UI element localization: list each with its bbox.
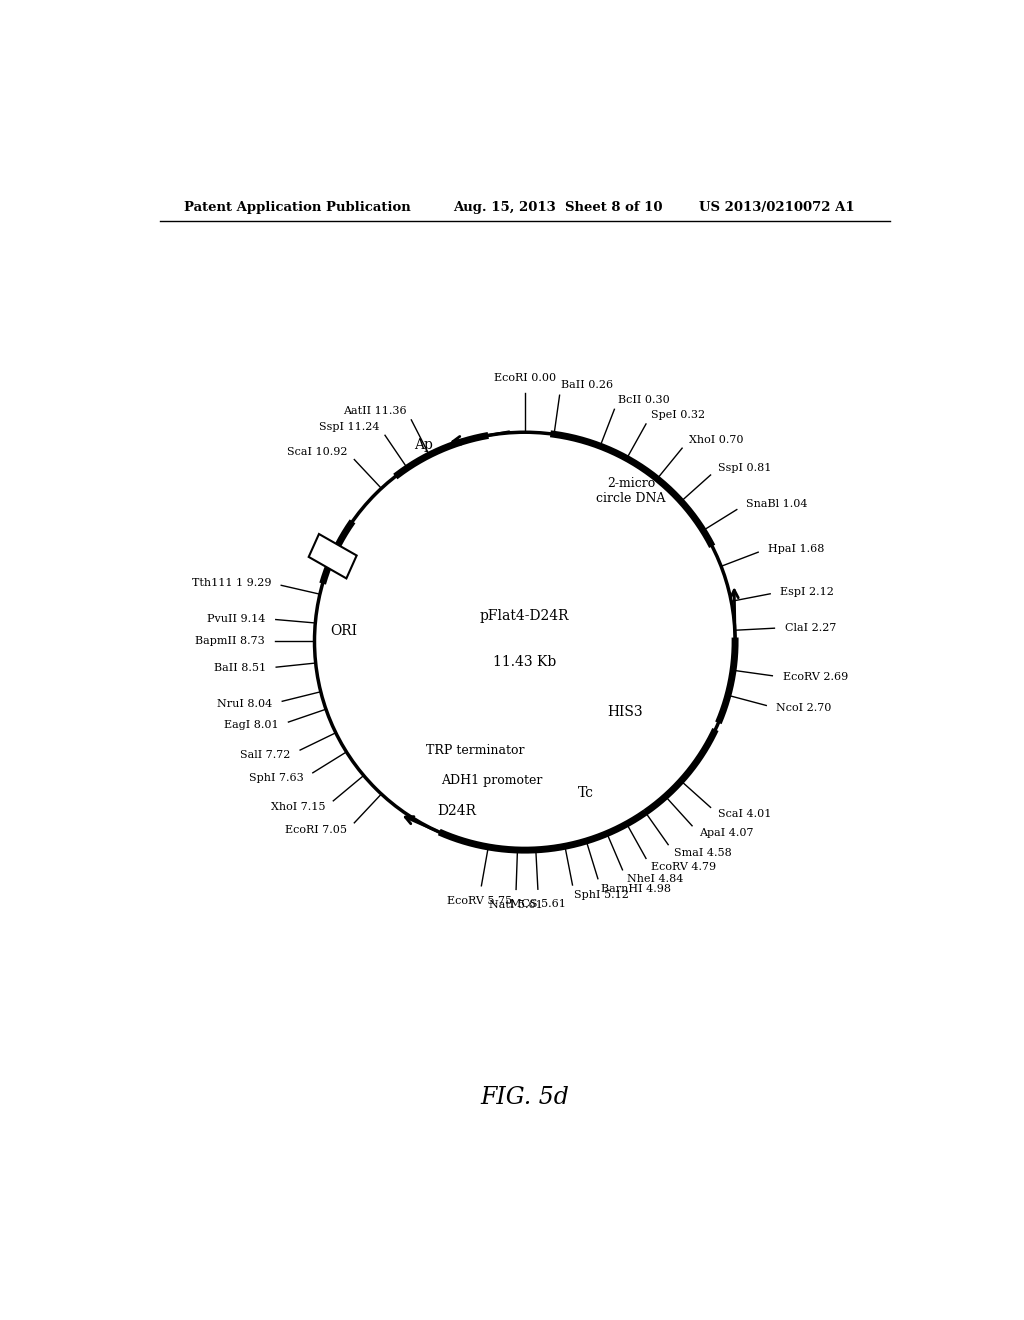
Text: 11.43 Kb: 11.43 Kb	[494, 655, 556, 668]
Text: BapmII 8.73: BapmII 8.73	[195, 636, 264, 647]
Text: NruI 8.04: NruI 8.04	[217, 698, 272, 709]
Text: EcoRV 4.79: EcoRV 4.79	[651, 862, 716, 873]
Polygon shape	[308, 535, 356, 578]
Text: EagI 8.01: EagI 8.01	[224, 721, 279, 730]
Text: Patent Application Publication: Patent Application Publication	[183, 201, 411, 214]
Text: EcoRI 0.00: EcoRI 0.00	[494, 372, 556, 383]
Text: BaII 0.26: BaII 0.26	[561, 380, 613, 391]
Text: SspI 0.81: SspI 0.81	[718, 463, 772, 473]
Text: Tth111 1 9.29: Tth111 1 9.29	[191, 578, 271, 587]
Text: XhoI 7.15: XhoI 7.15	[271, 803, 326, 812]
Text: SmaI 4.58: SmaI 4.58	[674, 847, 732, 858]
Text: HpaI 1.68: HpaI 1.68	[768, 544, 824, 553]
Text: Aug. 15, 2013  Sheet 8 of 10: Aug. 15, 2013 Sheet 8 of 10	[454, 201, 663, 214]
Text: ScaI 10.92: ScaI 10.92	[287, 447, 347, 457]
Text: SpeI 0.32: SpeI 0.32	[651, 411, 706, 420]
Text: NheI 4.84: NheI 4.84	[627, 874, 683, 884]
Text: ORI: ORI	[331, 624, 357, 638]
Text: BaII 8.51: BaII 8.51	[214, 663, 266, 673]
Text: SalI 7.72: SalI 7.72	[241, 750, 291, 759]
Text: BcII 0.30: BcII 0.30	[618, 395, 670, 405]
Text: SspI 11.24: SspI 11.24	[318, 422, 379, 432]
Text: HIS3: HIS3	[608, 705, 643, 719]
Text: ClaI 2.27: ClaI 2.27	[784, 623, 837, 632]
Text: NatI 5.61: NatI 5.61	[488, 900, 543, 909]
Text: SphI 7.63: SphI 7.63	[249, 774, 304, 783]
Text: FIG. 5d: FIG. 5d	[480, 1086, 569, 1109]
Text: BarnHI 4.98: BarnHI 4.98	[601, 883, 671, 894]
Text: D24R: D24R	[437, 804, 476, 818]
Text: Ap: Ap	[415, 438, 433, 451]
Text: AatII 11.36: AatII 11.36	[343, 405, 407, 416]
Text: PvuII 9.14: PvuII 9.14	[207, 614, 265, 623]
Text: MCS 5.61: MCS 5.61	[511, 899, 566, 909]
Text: EcoRV 2.69: EcoRV 2.69	[782, 672, 848, 682]
Text: 2-micro
circle DNA: 2-micro circle DNA	[596, 477, 666, 504]
Text: SphI 5.12: SphI 5.12	[574, 890, 630, 900]
Text: TRP terminator: TRP terminator	[426, 744, 525, 758]
Text: XhoI 0.70: XhoI 0.70	[688, 436, 743, 445]
Text: Tc: Tc	[578, 785, 594, 800]
Text: EcoRI 7.05: EcoRI 7.05	[286, 825, 347, 836]
Text: ApaI 4.07: ApaI 4.07	[699, 829, 754, 838]
Text: ScaI 4.01: ScaI 4.01	[718, 809, 772, 820]
Text: EspI 2.12: EspI 2.12	[780, 587, 835, 597]
Text: pFlat4-D24R: pFlat4-D24R	[480, 609, 569, 623]
Text: EcoRV 5.75: EcoRV 5.75	[447, 896, 512, 906]
Text: ADH1 promoter: ADH1 promoter	[440, 774, 542, 787]
Text: US 2013/0210072 A1: US 2013/0210072 A1	[699, 201, 855, 214]
Text: NcoI 2.70: NcoI 2.70	[776, 704, 831, 713]
Text: SnaBl 1.04: SnaBl 1.04	[745, 499, 807, 510]
